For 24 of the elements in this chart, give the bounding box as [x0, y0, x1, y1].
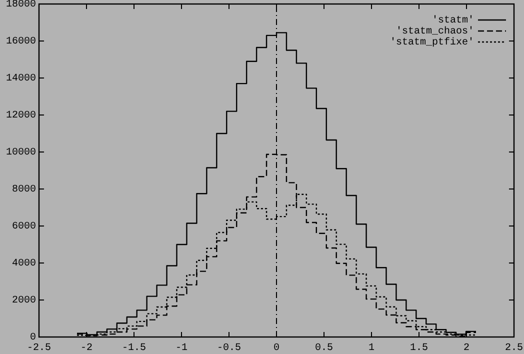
x-tick-label: 0 — [273, 343, 280, 354]
y-tick-label: 2000 — [12, 296, 36, 307]
x-tick-label: 2 — [463, 343, 470, 354]
x-tick-label: -0.5 — [216, 343, 242, 354]
y-tick-label: 6000 — [12, 222, 36, 233]
y-tick-label: 16000 — [6, 36, 36, 48]
y-tick-label: 4000 — [12, 258, 36, 270]
y-tick-label: 10000 — [6, 148, 36, 159]
y-tick-label: 18000 — [6, 0, 36, 11]
x-tick-label: 0.5 — [314, 343, 334, 354]
x-tick-label: 2.5 — [504, 343, 524, 354]
x-tick-label: 1.5 — [410, 343, 428, 354]
y-tick-label: 0 — [30, 332, 36, 344]
y-tick-label: 12000 — [6, 110, 36, 122]
x-tick-label: -1 — [175, 343, 188, 354]
legend-label: 'statm' — [432, 14, 474, 27]
x-tick-label: -2.5 — [26, 343, 52, 354]
legend-label: 'statm_chaos' — [396, 26, 474, 38]
y-tick-label: 8000 — [12, 184, 36, 196]
x-tick-label: -2 — [80, 343, 93, 354]
x-tick-label: -1.5 — [122, 343, 146, 354]
y-tick-label: 14000 — [6, 74, 36, 85]
x-tick-label: 1 — [368, 343, 375, 354]
legend-label: 'statm_ptfixe' — [390, 36, 474, 49]
